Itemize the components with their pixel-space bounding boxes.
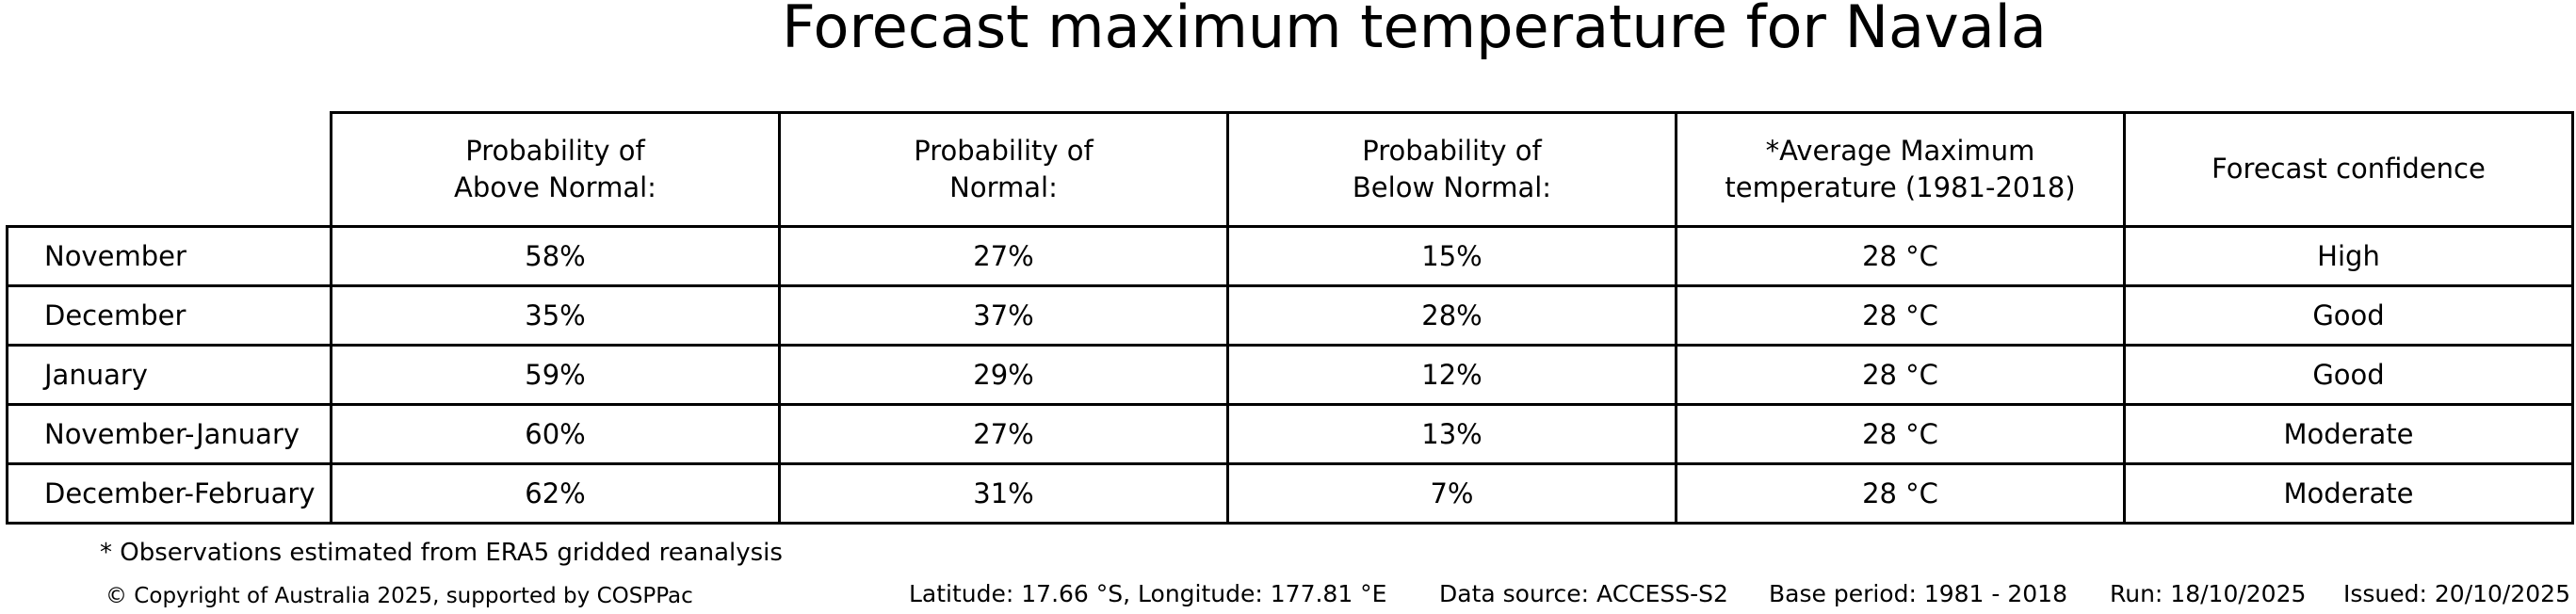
table-row-november-january: November-January 60% 27% 13% 28 °C Moder… xyxy=(6,403,2574,465)
cell-below-normal: 7% xyxy=(1226,462,1677,525)
cell-above-normal: 62% xyxy=(330,462,781,525)
header-below-normal: Probability of Below Normal: xyxy=(1226,111,1677,228)
cell-above-normal: 60% xyxy=(330,403,781,465)
table-row-december-february: December-February 62% 31% 7% 28 °C Moder… xyxy=(6,462,2574,525)
cell-confidence: High xyxy=(2123,225,2574,287)
cell-above-normal: 35% xyxy=(330,284,781,347)
cell-below-normal: 13% xyxy=(1226,403,1677,465)
cell-normal: 29% xyxy=(778,344,1229,406)
era5-footnote: * Observations estimated from ERA5 gridd… xyxy=(100,539,783,567)
table-row-november: November 58% 27% 15% 28 °C High xyxy=(6,225,2574,287)
run-date-text: Run: 18/10/2025 xyxy=(2110,580,2307,607)
cell-avg-max-temp: 28 °C xyxy=(1675,284,2126,347)
cell-confidence: Good xyxy=(2123,344,2574,406)
header-confidence: Forecast confidence xyxy=(2123,111,2574,228)
cell-above-normal: 59% xyxy=(330,344,781,406)
cell-avg-max-temp: 28 °C xyxy=(1675,403,2126,465)
cell-avg-max-temp: 28 °C xyxy=(1675,462,2126,525)
header-above-normal: Probability of Above Normal: xyxy=(330,111,781,228)
cell-avg-max-temp: 28 °C xyxy=(1675,225,2126,287)
cell-normal: 31% xyxy=(778,462,1229,525)
table-header-row: Probability of Above Normal: Probability… xyxy=(8,111,2574,228)
lat-long-text: Latitude: 17.66 °S, Longitude: 177.81 °E xyxy=(909,580,1387,607)
table-row-january: January 59% 29% 12% 28 °C Good xyxy=(6,344,2574,406)
base-period-text: Base period: 1981 - 2018 xyxy=(1769,580,2067,607)
cell-normal: 27% xyxy=(778,225,1229,287)
table-row-december: December 35% 37% 28% 28 °C Good xyxy=(6,284,2574,347)
cell-avg-max-temp: 28 °C xyxy=(1675,344,2126,406)
cell-confidence: Moderate xyxy=(2123,462,2574,525)
issued-date-text: Issued: 20/10/2025 xyxy=(2343,580,2570,607)
cell-below-normal: 15% xyxy=(1226,225,1677,287)
cell-below-normal: 28% xyxy=(1226,284,1677,347)
cell-confidence: Moderate xyxy=(2123,403,2574,465)
cell-normal: 37% xyxy=(778,284,1229,347)
forecast-table: Probability of Above Normal: Probability… xyxy=(6,111,2574,525)
cell-above-normal: 58% xyxy=(330,225,781,287)
cell-normal: 27% xyxy=(778,403,1229,465)
cell-below-normal: 12% xyxy=(1226,344,1677,406)
data-source-text: Data source: ACCESS-S2 xyxy=(1439,580,1728,607)
cell-confidence: Good xyxy=(2123,284,2574,347)
header-normal: Probability of Normal: xyxy=(778,111,1229,228)
corner-cell xyxy=(8,113,332,227)
row-label: December-February xyxy=(6,462,332,525)
row-label: December xyxy=(6,284,332,347)
row-label: November xyxy=(6,225,332,287)
header-avg-max-temp: *Average Maximum temperature (1981-2018) xyxy=(1675,111,2126,228)
row-label: November-January xyxy=(6,403,332,465)
copyright-text: © Copyright of Australia 2025, supported… xyxy=(105,584,693,608)
row-label: January xyxy=(6,344,332,406)
page-title: Forecast maximum temperature for Navala xyxy=(782,0,2047,61)
